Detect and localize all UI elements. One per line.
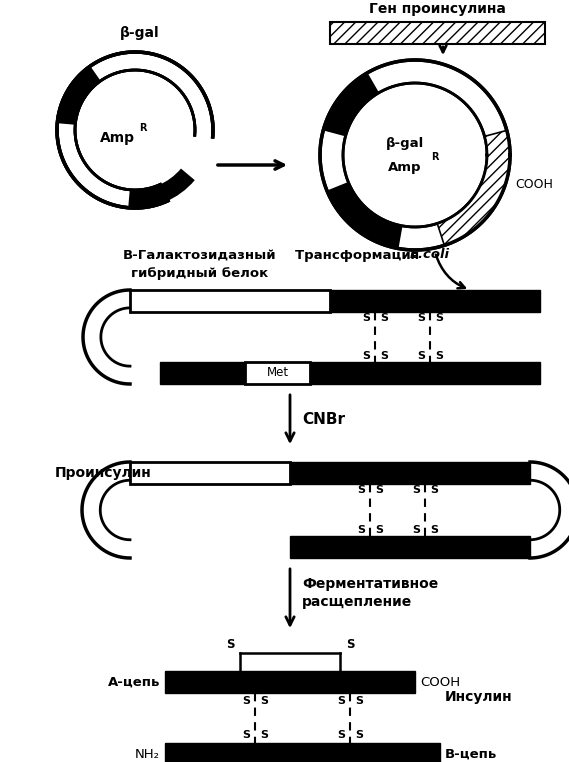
Text: Met: Met: [266, 367, 288, 379]
Text: S: S: [435, 313, 443, 323]
Text: S: S: [226, 638, 234, 651]
Bar: [130, 462, 290, 484]
Text: S: S: [430, 525, 438, 535]
Text: S: S: [417, 351, 425, 361]
Text: S: S: [337, 730, 345, 740]
Text: S: S: [380, 313, 388, 323]
Wedge shape: [128, 168, 195, 208]
Text: S: S: [362, 351, 370, 361]
Text: Инсулин: Инсулин: [445, 690, 513, 704]
Text: Amp: Amp: [100, 131, 134, 145]
Text: S: S: [412, 485, 420, 495]
Text: S: S: [337, 696, 345, 706]
Wedge shape: [323, 72, 379, 136]
Text: S: S: [430, 485, 438, 495]
Bar: [330, 22, 545, 44]
Text: S: S: [260, 730, 268, 740]
Text: β-gal: β-gal: [386, 136, 424, 149]
Text: А-цепь: А-цепь: [108, 675, 160, 689]
Text: S: S: [375, 525, 383, 535]
Bar: [160, 362, 245, 384]
Text: гибридный белок: гибридный белок: [131, 267, 269, 280]
Text: S: S: [357, 525, 365, 535]
Wedge shape: [57, 52, 213, 208]
Bar: [290, 462, 530, 484]
Text: S: S: [355, 696, 363, 706]
Text: Трансформация: Трансформация: [295, 248, 424, 261]
Bar: [290, 536, 530, 558]
Text: CNBr: CNBr: [302, 412, 345, 427]
Text: NH₂: NH₂: [135, 748, 160, 760]
Text: В-Галактозидазный: В-Галактозидазный: [123, 249, 277, 262]
Text: S: S: [435, 351, 443, 361]
Bar: [165, 743, 440, 762]
Text: R: R: [139, 123, 146, 133]
Text: S: S: [357, 485, 365, 495]
Text: S: S: [380, 351, 388, 361]
Text: β-gal: β-gal: [120, 26, 160, 40]
Text: S: S: [260, 696, 268, 706]
Text: S: S: [242, 730, 250, 740]
Wedge shape: [57, 66, 101, 125]
Text: S: S: [362, 313, 370, 323]
Bar: [330, 290, 540, 312]
Text: COOH: COOH: [515, 178, 553, 191]
Text: S: S: [346, 638, 354, 651]
Wedge shape: [437, 130, 510, 245]
Text: R: R: [431, 152, 439, 162]
Text: В-цепь: В-цепь: [445, 748, 497, 760]
Text: S: S: [242, 696, 250, 706]
Bar: [165, 671, 415, 693]
Text: E.coli: E.coli: [410, 248, 450, 261]
Text: S: S: [375, 485, 383, 495]
Text: Проинсулин: Проинсулин: [55, 466, 152, 480]
Text: S: S: [412, 525, 420, 535]
Text: Amp: Amp: [388, 161, 422, 174]
Text: S: S: [417, 313, 425, 323]
Text: S: S: [355, 730, 363, 740]
Wedge shape: [320, 60, 510, 250]
Text: Ген проинсулина: Ген проинсулина: [369, 2, 506, 16]
Text: Ферментативное: Ферментативное: [302, 577, 438, 591]
Wedge shape: [327, 182, 402, 248]
Bar: [310, 362, 540, 384]
Text: COOH: COOH: [420, 675, 460, 689]
Bar: [130, 290, 330, 312]
Bar: [245, 362, 310, 384]
Text: расщепление: расщепление: [302, 595, 413, 609]
